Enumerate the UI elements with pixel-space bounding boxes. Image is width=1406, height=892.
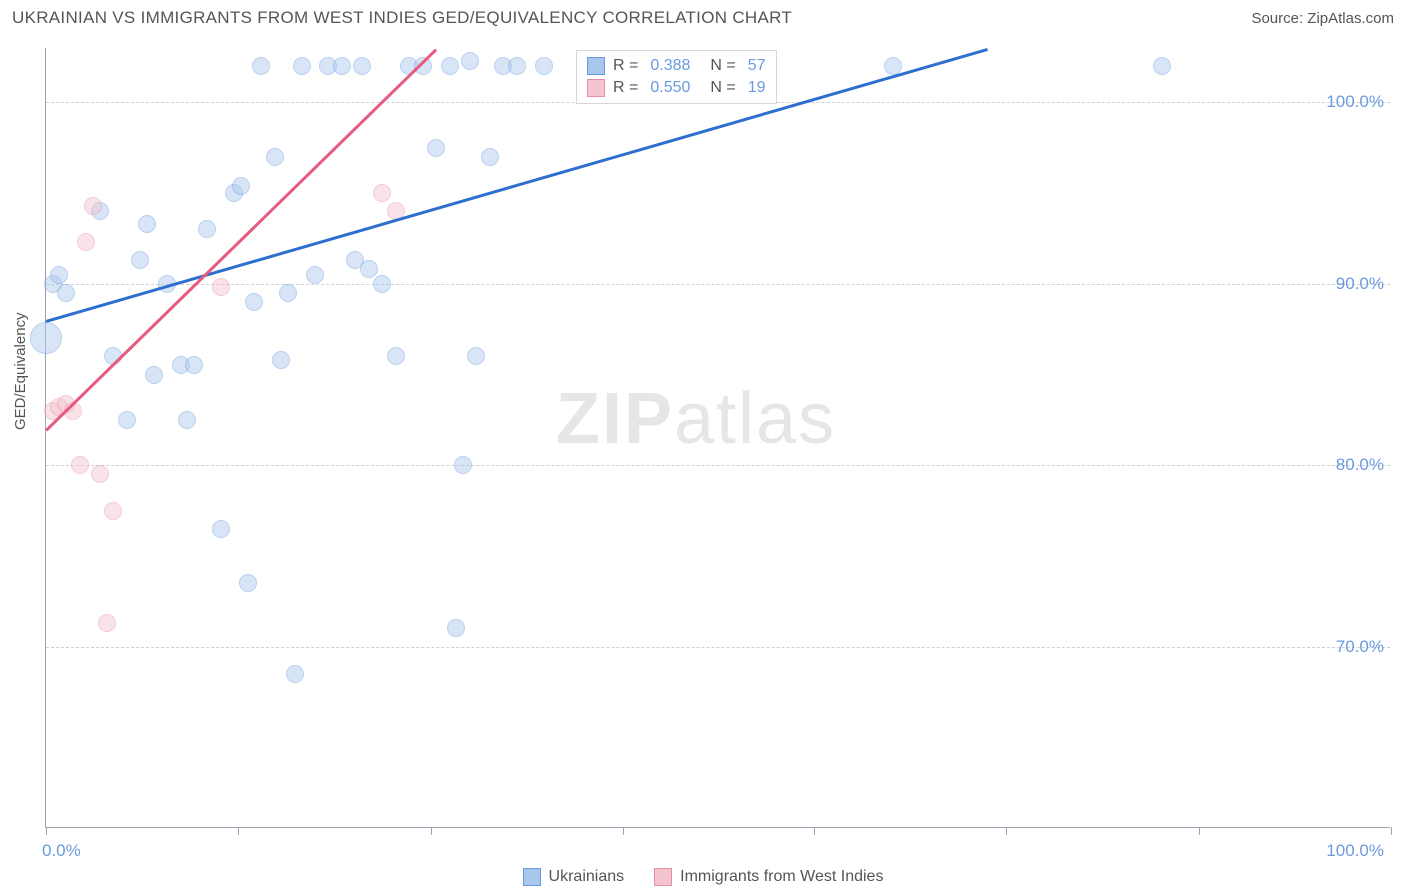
legend-swatch — [654, 868, 672, 886]
y-axis-label: GED/Equivalency — [12, 312, 29, 430]
data-point — [279, 284, 297, 302]
x-tick — [814, 827, 815, 835]
data-point — [212, 520, 230, 538]
data-point — [145, 366, 163, 384]
legend-item: Immigrants from West Indies — [654, 868, 883, 886]
data-point — [138, 215, 156, 233]
gridline — [46, 284, 1390, 285]
legend-n-value: 19 — [748, 79, 766, 97]
legend-n-label: N = — [710, 79, 735, 97]
data-point — [178, 411, 196, 429]
data-point — [104, 502, 122, 520]
legend-row: R = 0.550 N = 19 — [587, 77, 766, 99]
legend-series-name: Ukrainians — [549, 868, 625, 886]
data-point — [98, 614, 116, 632]
data-point — [118, 411, 136, 429]
legend-r-value: 0.550 — [650, 79, 690, 97]
x-tick — [431, 827, 432, 835]
x-tick — [1199, 827, 1200, 835]
data-point — [427, 139, 445, 157]
legend-row: R = 0.388 N = 57 — [587, 55, 766, 77]
data-point — [71, 456, 89, 474]
data-point — [373, 184, 391, 202]
data-point — [91, 465, 109, 483]
y-tick-label: 80.0% — [1336, 455, 1384, 475]
chart-plot-area: ZIPatlas 70.0%80.0%90.0%100.0%0.0%100.0%… — [45, 48, 1390, 828]
chart-title: UKRAINIAN VS IMMIGRANTS FROM WEST INDIES… — [12, 8, 792, 28]
data-point — [535, 57, 553, 75]
gridline — [46, 647, 1390, 648]
legend-r-label: R = — [613, 79, 638, 97]
data-point — [272, 351, 290, 369]
data-point — [454, 456, 472, 474]
watermark: ZIPatlas — [556, 378, 836, 460]
y-tick-label: 100.0% — [1326, 92, 1384, 112]
trend-line — [46, 48, 988, 322]
data-point — [286, 665, 304, 683]
data-point — [131, 251, 149, 269]
legend-series-name: Immigrants from West Indies — [680, 868, 883, 886]
data-point — [50, 266, 68, 284]
data-point — [266, 148, 284, 166]
y-tick-label: 90.0% — [1336, 274, 1384, 294]
data-point — [481, 148, 499, 166]
legend-swatch — [523, 868, 541, 886]
x-tick — [623, 827, 624, 835]
data-point — [185, 356, 203, 374]
legend-r-label: R = — [613, 57, 638, 75]
x-tick-label: 100.0% — [1326, 841, 1384, 861]
data-point — [232, 177, 250, 195]
data-point — [387, 347, 405, 365]
trend-line — [45, 48, 437, 431]
data-point — [306, 266, 324, 284]
x-tick — [238, 827, 239, 835]
data-point — [467, 347, 485, 365]
gridline — [46, 465, 1390, 466]
data-point — [30, 322, 62, 354]
data-point — [239, 574, 257, 592]
data-point — [461, 52, 479, 70]
data-point — [212, 278, 230, 296]
data-point — [57, 284, 75, 302]
legend-item: Ukrainians — [523, 868, 625, 886]
data-point — [252, 57, 270, 75]
legend-swatch — [587, 57, 605, 75]
bottom-legend: Ukrainians Immigrants from West Indies — [0, 868, 1406, 886]
legend-swatch — [587, 79, 605, 97]
data-point — [373, 275, 391, 293]
data-point — [441, 57, 459, 75]
x-tick — [46, 827, 47, 835]
legend-n-label: N = — [710, 57, 735, 75]
legend-n-value: 57 — [748, 57, 766, 75]
data-point — [508, 57, 526, 75]
data-point — [84, 197, 102, 215]
data-point — [353, 57, 371, 75]
y-tick-label: 70.0% — [1336, 637, 1384, 657]
data-point — [360, 260, 378, 278]
source-label: Source: ZipAtlas.com — [1251, 10, 1394, 27]
x-tick — [1006, 827, 1007, 835]
data-point — [333, 57, 351, 75]
data-point — [447, 619, 465, 637]
legend-r-value: 0.388 — [650, 57, 690, 75]
stats-legend: R = 0.388 N = 57 R = 0.550 N = 19 — [576, 50, 777, 104]
x-tick — [1391, 827, 1392, 835]
data-point — [293, 57, 311, 75]
x-tick-label: 0.0% — [42, 841, 81, 861]
data-point — [1153, 57, 1171, 75]
data-point — [245, 293, 263, 311]
data-point — [77, 233, 95, 251]
data-point — [198, 220, 216, 238]
